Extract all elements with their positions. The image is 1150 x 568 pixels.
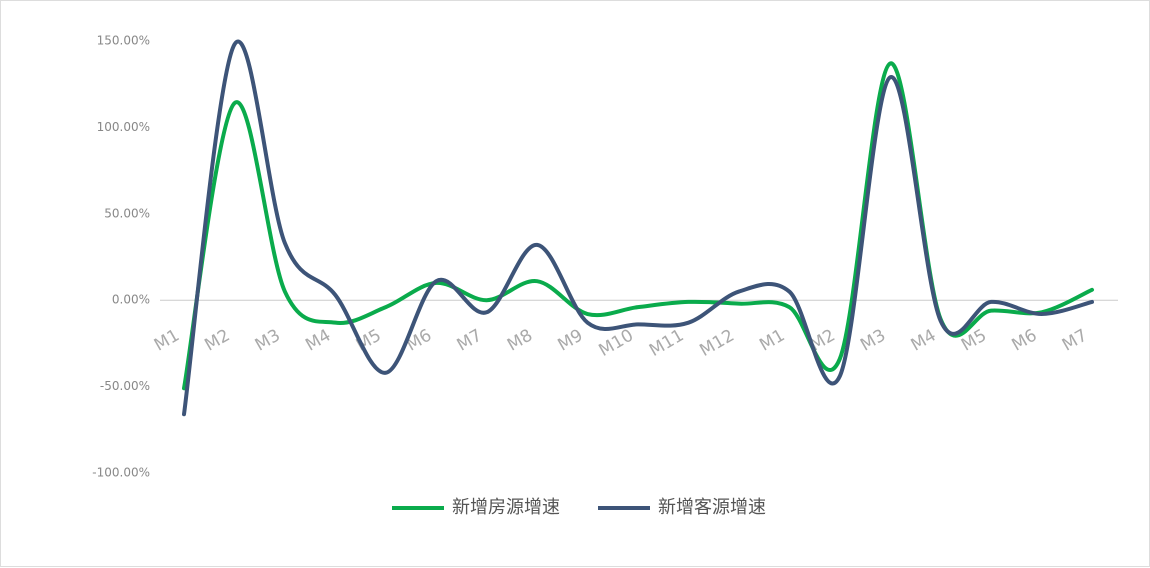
x-tick-label: M4 <box>908 326 940 356</box>
x-tick-label: M1 <box>756 326 788 356</box>
x-tick-label: M1 <box>151 326 183 356</box>
x-tick-label: M12 <box>696 326 737 361</box>
x-tick-label: M11 <box>646 326 687 361</box>
y-tick-label: 0.00% <box>112 293 150 307</box>
x-tick-label: M3 <box>252 326 284 356</box>
legend-text: 新增房源增速 <box>452 497 560 518</box>
x-tick-label: M3 <box>857 326 889 356</box>
x-tick-label: M2 <box>201 326 233 356</box>
x-tick-label: M7 <box>1059 326 1091 356</box>
x-tick-label: M10 <box>596 326 637 361</box>
series-line <box>182 39 1094 417</box>
legend-text: 新增客源增速 <box>658 497 766 518</box>
y-tick-label: -50.00% <box>100 379 150 393</box>
x-tick-label: M8 <box>504 326 536 356</box>
y-tick-label: -100.00% <box>92 466 150 480</box>
x-tick-label: M7 <box>454 326 486 356</box>
y-tick-label: 50.00% <box>104 206 150 220</box>
y-tick-label: 150.00% <box>97 34 150 48</box>
x-tick-label: M9 <box>554 326 586 356</box>
y-tick-label: 100.00% <box>97 120 150 134</box>
x-tick-label: M4 <box>302 326 334 356</box>
x-tick-label: M6 <box>1008 326 1040 356</box>
